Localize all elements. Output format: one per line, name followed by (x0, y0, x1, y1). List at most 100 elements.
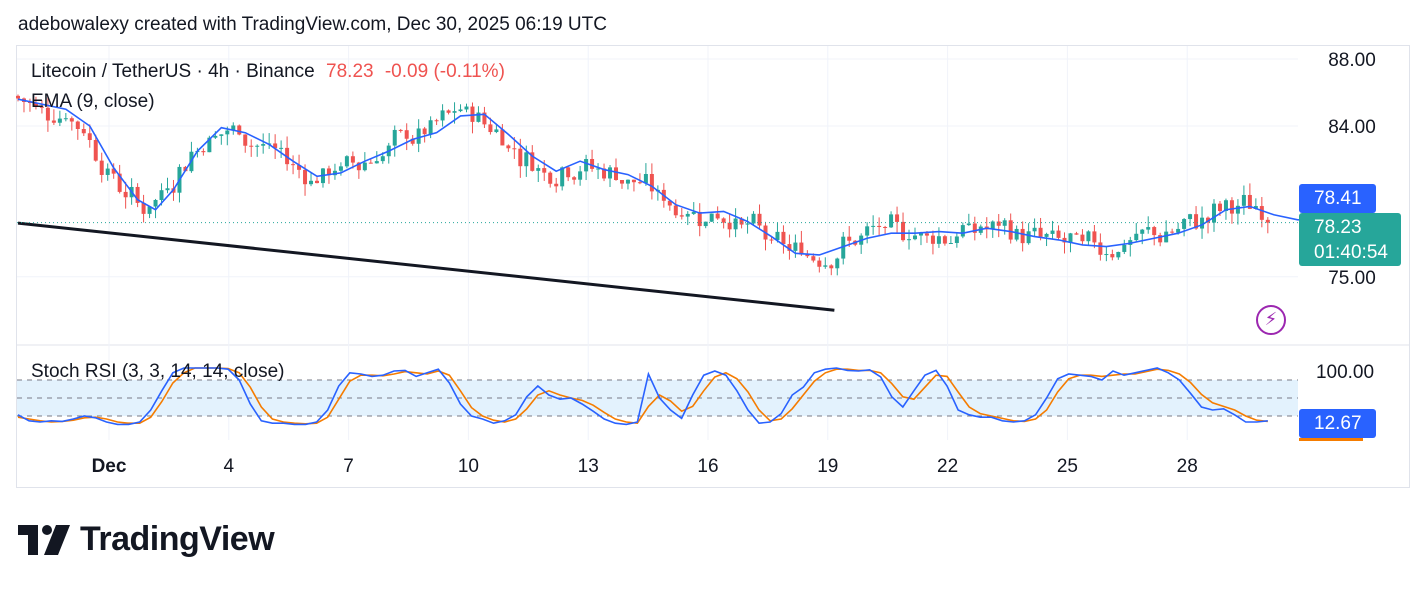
candle-up (392, 129, 397, 146)
candle-up (871, 225, 876, 227)
candle-up (1176, 228, 1181, 233)
candle-down (512, 148, 517, 150)
candle-up (1086, 231, 1091, 242)
candle-down (811, 256, 816, 261)
candle-down (368, 162, 373, 164)
candle-down (350, 156, 355, 163)
symbol-legend[interactable]: Litecoin / TetherUS · 4h · Binance 78.23… (31, 61, 505, 83)
candle-up (1164, 231, 1169, 243)
candle-down (81, 128, 86, 134)
candle-down (1217, 203, 1222, 211)
candle-down (1259, 206, 1264, 220)
candle-up (1253, 206, 1258, 209)
candle-down (470, 106, 475, 122)
candle-up (1212, 203, 1216, 223)
candle-down (817, 260, 822, 267)
candle-down (799, 242, 804, 255)
candle-up (889, 214, 894, 228)
candle-down (548, 172, 553, 184)
candle-up (835, 258, 840, 269)
candle-up (954, 236, 959, 244)
candle-down (135, 186, 140, 203)
candle-down (51, 120, 56, 123)
candle-down (637, 182, 642, 184)
time-tick-label: 10 (458, 456, 479, 477)
candle-down (727, 222, 732, 230)
candle-up (1200, 217, 1205, 229)
candle-down (667, 200, 672, 206)
candle-up (1223, 200, 1228, 211)
candle-down (488, 124, 493, 133)
ema-legend[interactable]: EMA (9, close) (31, 91, 155, 112)
candle-down (614, 167, 618, 180)
candle-down (847, 236, 852, 241)
candle-up (1182, 219, 1187, 229)
candle-down (506, 145, 511, 149)
candle-down (75, 121, 80, 129)
candle-up (105, 168, 110, 175)
candle-down (679, 215, 684, 217)
attribution-text: adebowalexy created with TradingView.com… (18, 14, 607, 35)
stoch-value-badge: 12.67 (1299, 409, 1376, 438)
tradingview-logo-icon (18, 524, 70, 555)
candle-up (1026, 231, 1031, 244)
candle-up (159, 190, 164, 200)
candle-down (93, 140, 98, 161)
candle-up (733, 218, 738, 230)
candle-up (990, 221, 995, 230)
candle-up (255, 145, 260, 147)
candle-down (1062, 237, 1067, 243)
candle-down (1110, 254, 1115, 258)
ema-line (17, 98, 1316, 256)
candle-down (883, 226, 888, 228)
candle-down (111, 168, 116, 174)
symbol-name: Litecoin / TetherUS · 4h · Binance (31, 61, 315, 82)
candle-up (428, 120, 433, 135)
candle-up (643, 173, 648, 184)
stoch-rsi-legend[interactable]: Stoch RSI (3, 3, 14, 14, close) (31, 361, 285, 382)
candle-down (715, 213, 720, 219)
trend-line (17, 221, 835, 312)
candle-down (1008, 220, 1013, 240)
candle-down (757, 213, 762, 226)
countdown-label: 01:40:54 (1314, 242, 1388, 263)
lightning-icon[interactable]: ⚡︎ (1256, 305, 1286, 335)
time-tick-label: 22 (937, 456, 958, 477)
candle-up (936, 236, 941, 244)
candle-down (482, 112, 487, 125)
candle-down (602, 168, 607, 179)
candle-down (631, 179, 636, 183)
candle-down (1020, 228, 1025, 244)
candle-down (1194, 214, 1199, 229)
candle-down (243, 134, 248, 146)
candle-up (213, 135, 218, 138)
candle-down (237, 125, 242, 135)
candle-down (356, 162, 361, 171)
candle-up (625, 179, 630, 184)
time-tick-label: 4 (224, 456, 235, 477)
candle-down (972, 223, 977, 233)
chart-frame (16, 45, 1410, 488)
candle-down (315, 180, 319, 184)
candle-up (231, 125, 236, 131)
candle-up (745, 223, 750, 225)
candle-up (1002, 220, 1007, 226)
tradingview-logo[interactable]: TradingView (18, 520, 275, 559)
candle-down (781, 231, 786, 245)
candle-down (446, 110, 451, 113)
candle-up (751, 213, 756, 224)
candle-down (141, 202, 146, 214)
last-price: 78.23 (326, 61, 374, 82)
candle-up (344, 156, 349, 167)
price-tick-label: 84.00 (1328, 117, 1376, 138)
candle-up (1068, 233, 1073, 243)
time-tick-label: 28 (1177, 456, 1198, 477)
candle-down (530, 152, 535, 171)
candle-up (476, 112, 481, 122)
candle-up (1134, 233, 1139, 241)
candle-down (1056, 230, 1061, 238)
price-tick-label: 75.00 (1328, 268, 1376, 289)
candle-down (649, 173, 654, 192)
candle-up (458, 109, 463, 112)
